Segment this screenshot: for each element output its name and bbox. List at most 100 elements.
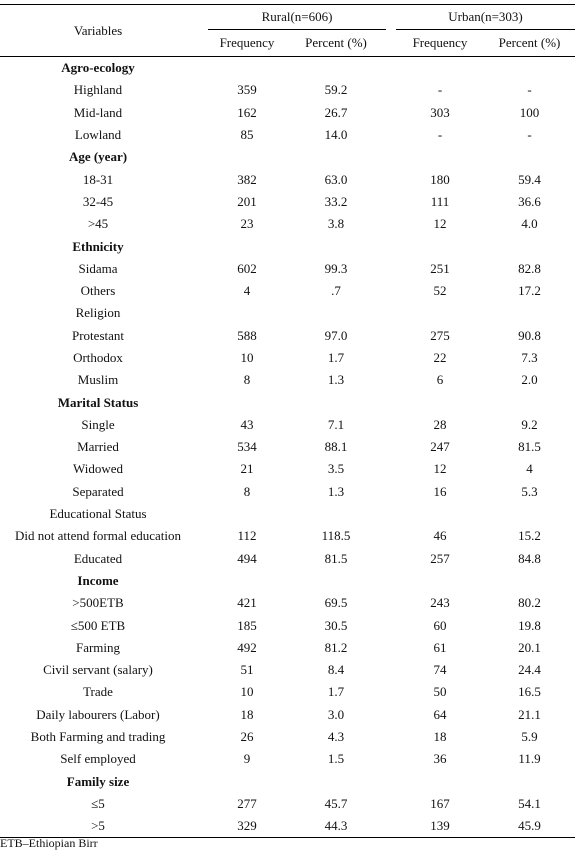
gap-cell bbox=[386, 815, 396, 839]
gap-cell bbox=[196, 592, 208, 614]
urban-percent-cell: 4 bbox=[526, 461, 533, 477]
row-label: 32-45 bbox=[82, 193, 114, 209]
table-row: Farming 492 81.2 61 20.1 bbox=[0, 637, 575, 659]
urban-percent-cell: - bbox=[527, 127, 532, 143]
rural-frequency-cell: 329 bbox=[208, 815, 286, 839]
row-label: Self employed bbox=[60, 751, 136, 767]
table-row: Separated 8 1.3 16 5.3 bbox=[0, 481, 575, 503]
urban-percent-cell: 2.0 bbox=[521, 372, 538, 388]
rural-percent-cell: 1.5 bbox=[327, 751, 345, 767]
urban-percent-cell: 82.8 bbox=[518, 260, 541, 276]
row-label: Single bbox=[81, 416, 115, 432]
urban-frequency-cell: 6 bbox=[436, 372, 444, 388]
category-row: Agro-ecology bbox=[0, 57, 575, 80]
row-label: Protestant bbox=[72, 327, 124, 343]
gap-cell bbox=[196, 325, 208, 347]
gap-cell bbox=[196, 793, 208, 815]
urban-frequency-cell bbox=[396, 146, 484, 168]
urban-percent-cell: 11.9 bbox=[518, 751, 541, 767]
row-label: >45 bbox=[87, 216, 109, 232]
urban-percent-cell bbox=[484, 503, 575, 525]
urban-frequency-cell bbox=[396, 391, 484, 413]
header-row-columns: Frequency Percent (%) Frequency Percent … bbox=[0, 29, 575, 57]
rural-frequency-cell: 112 bbox=[237, 528, 257, 544]
gap-cell bbox=[386, 614, 396, 636]
rural-frequency-cell bbox=[208, 503, 286, 525]
urban-frequency-header: Frequency bbox=[396, 29, 484, 57]
urban-frequency-cell bbox=[396, 235, 484, 257]
urban-frequency-cell: - bbox=[437, 127, 443, 143]
rural-frequency-cell bbox=[208, 391, 286, 413]
gap-cell bbox=[196, 681, 208, 703]
urban-frequency-cell: 139 bbox=[396, 815, 484, 839]
header-gap bbox=[386, 29, 396, 57]
rural-percent-cell: 118.5 bbox=[321, 528, 351, 544]
gap-cell bbox=[386, 79, 396, 101]
table-row: Mid-land 162 26.7 303 100 bbox=[0, 102, 575, 124]
rural-percent-cell: 7.1 bbox=[327, 416, 345, 432]
row-label: Trade bbox=[83, 684, 113, 700]
gap-cell bbox=[196, 481, 208, 503]
table-row: >500ETB 421 69.5 243 80.2 bbox=[0, 592, 575, 614]
urban-frequency-cell: 52 bbox=[433, 283, 447, 299]
urban-frequency-cell: 64 bbox=[433, 706, 447, 722]
urban-frequency-cell: 247 bbox=[430, 439, 450, 455]
urban-frequency-cell bbox=[396, 57, 484, 80]
rural-frequency-cell: 8 bbox=[243, 483, 251, 499]
rural-percent-header: Percent (%) bbox=[286, 29, 386, 57]
table-row: Orthodox 10 1.7 22 7.3 bbox=[0, 347, 575, 369]
table-row: Daily labourers (Labor) 18 3.0 64 21.1 bbox=[0, 704, 575, 726]
rural-frequency-cell: 10 bbox=[240, 350, 254, 365]
gap-cell bbox=[386, 213, 396, 235]
row-label: Muslim bbox=[77, 372, 119, 388]
rural-percent-cell bbox=[286, 302, 386, 324]
table-row: Trade 10 1.7 50 16.5 bbox=[0, 681, 575, 703]
rural-frequency-cell: 162 bbox=[237, 104, 257, 120]
urban-frequency-cell bbox=[396, 570, 484, 592]
header-gap bbox=[386, 5, 396, 30]
gap-cell bbox=[196, 659, 208, 681]
urban-percent-cell: 90.8 bbox=[518, 327, 541, 343]
category-row: Income bbox=[0, 570, 575, 592]
urban-frequency-cell: 22 bbox=[433, 350, 447, 365]
row-label: Educational Status bbox=[49, 506, 147, 522]
rural-percent-cell: 63.0 bbox=[324, 171, 348, 187]
gap-cell bbox=[196, 369, 208, 391]
row-label: Civil servant (salary) bbox=[43, 662, 153, 678]
urban-group-header: Urban(n=303) bbox=[396, 5, 575, 30]
urban-frequency-cell: 74 bbox=[433, 662, 447, 678]
table-row: >5 329 44.3 139 45.9 bbox=[0, 815, 575, 839]
gap-cell bbox=[386, 391, 396, 413]
table-row: Self employed 9 1.5 36 11.9 bbox=[0, 748, 575, 770]
table-row: Married 534 88.1 247 81.5 bbox=[0, 436, 575, 458]
rural-frequency-cell bbox=[208, 302, 286, 324]
row-label: ≤500 ETB bbox=[70, 617, 126, 633]
rural-percent-cell bbox=[286, 235, 386, 257]
rural-percent-cell: 33.2 bbox=[324, 193, 348, 209]
gap-cell bbox=[386, 436, 396, 458]
gap-cell bbox=[196, 102, 208, 124]
table-row: 32-45 201 33.2 111 36.6 bbox=[0, 191, 575, 213]
row-label: Marital Status bbox=[57, 394, 139, 410]
row-label: Others bbox=[80, 283, 116, 299]
urban-percent-cell bbox=[484, 302, 575, 324]
urban-percent-cell: 36.6 bbox=[518, 193, 541, 209]
row-label: Income bbox=[77, 572, 119, 588]
urban-frequency-cell bbox=[396, 503, 484, 525]
rural-frequency-cell bbox=[208, 235, 286, 257]
row-label: Agro-ecology bbox=[61, 60, 135, 76]
urban-frequency-cell bbox=[396, 302, 484, 324]
urban-percent-cell: 16.5 bbox=[518, 684, 541, 700]
gap-cell bbox=[196, 726, 208, 748]
urban-frequency-cell: 60 bbox=[433, 617, 447, 633]
gap-cell bbox=[196, 391, 208, 413]
urban-percent-cell: 4.0 bbox=[521, 216, 538, 232]
gap-cell bbox=[196, 280, 208, 302]
rural-percent-cell bbox=[286, 570, 386, 592]
gap-cell bbox=[196, 503, 208, 525]
row-label: Did not attend formal education bbox=[14, 528, 182, 544]
urban-percent-cell: 59.4 bbox=[518, 171, 541, 187]
urban-frequency-cell: - bbox=[437, 82, 443, 98]
gap-cell bbox=[386, 57, 396, 80]
top-rule bbox=[0, 4, 575, 5]
